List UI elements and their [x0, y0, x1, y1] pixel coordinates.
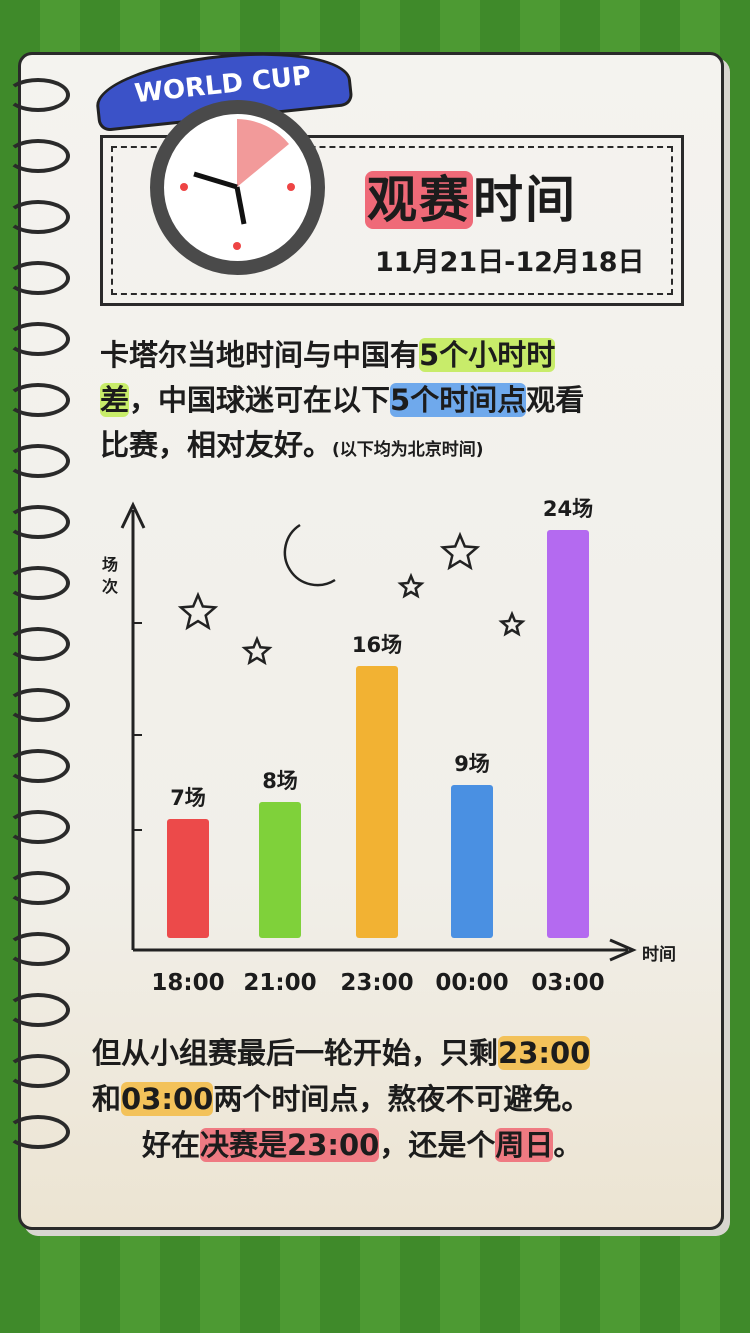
date-range: 11月21日-12月18日	[375, 247, 645, 278]
binder-ring	[6, 78, 70, 112]
binder-ring	[6, 444, 70, 478]
binder-ring	[6, 566, 70, 600]
x-tick-label: 21:00	[243, 970, 316, 996]
outro-text: 但从小组赛最后一轮开始，只剩23:00 和03:00两个时间点，熬夜不可避免。 …	[92, 1036, 591, 1162]
page-title: 观赛时间	[365, 171, 577, 229]
intro-text: 卡塔尔当地时间与中国有5个小时时 差，中国球迷可在以下5个时间点观看 比赛，相对…	[100, 338, 585, 462]
clock-face-icon	[180, 119, 295, 250]
decorative-moon-stars	[283, 523, 336, 587]
header-box	[100, 135, 684, 306]
binder-ring	[6, 505, 70, 539]
x-tick-label: 03:00	[531, 970, 604, 996]
star-icon	[241, 635, 273, 666]
binder-ring	[6, 993, 70, 1027]
x-tick-label: 00:00	[435, 970, 508, 996]
star-icon	[177, 591, 219, 631]
binder-ring	[6, 1054, 70, 1088]
data-label: 16场	[352, 633, 402, 657]
notebook-page	[18, 52, 724, 1230]
x-tick-label: 23:00	[340, 970, 413, 996]
binder-ring	[6, 200, 70, 234]
binder-ring	[6, 932, 70, 966]
x-tick-label: 18:00	[151, 970, 224, 996]
bar-18:00	[167, 819, 209, 938]
y-axis-label: 场次	[102, 555, 118, 596]
binder-ring	[6, 810, 70, 844]
data-label: 9场	[454, 752, 490, 776]
binder-ring	[6, 322, 70, 356]
bar-00:00	[451, 785, 493, 938]
data-label: 7场	[170, 786, 206, 810]
x-axis-label: 时间	[642, 944, 676, 965]
bar-23:00	[356, 666, 398, 938]
binder-ring	[6, 871, 70, 905]
binder-ring	[6, 688, 70, 722]
bar-21:00	[259, 802, 301, 938]
binder-ring	[6, 261, 70, 295]
star-icon	[498, 610, 526, 637]
star-icon	[439, 531, 481, 571]
data-label: 24场	[543, 497, 593, 521]
binder-ring	[6, 627, 70, 661]
star-icon	[397, 572, 425, 599]
binder-ring	[6, 1115, 70, 1149]
bar-03:00	[547, 530, 589, 938]
binder-ring	[6, 139, 70, 173]
binder-ring	[6, 749, 70, 783]
data-label: 8场	[262, 769, 298, 793]
binder-ring	[6, 383, 70, 417]
